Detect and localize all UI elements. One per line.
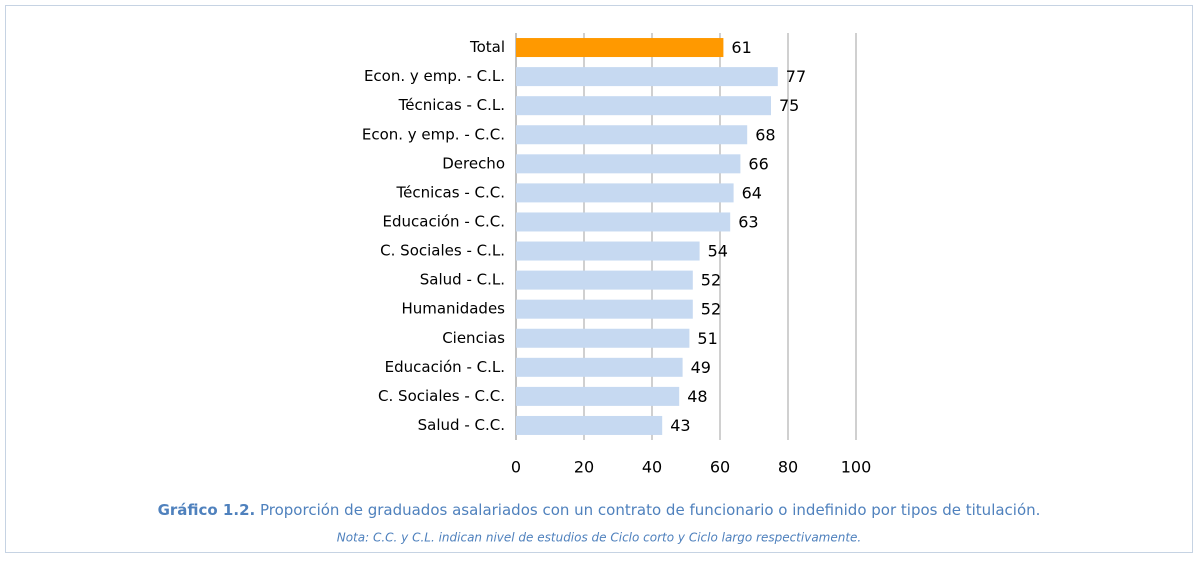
bar: [516, 357, 683, 377]
y-tick-label: Técnicas - C.L.: [398, 96, 505, 114]
value-label: 51: [697, 329, 717, 348]
x-tick-label: 0: [511, 458, 521, 477]
value-label: 52: [701, 271, 721, 290]
bar: [516, 299, 693, 319]
value-label: 68: [755, 125, 775, 144]
y-tick-label: C. Sociales - C.C.: [378, 387, 505, 405]
y-tick-label: Ciencias: [442, 329, 505, 347]
value-label: 54: [708, 242, 728, 261]
value-label: 48: [687, 387, 707, 406]
bar: [516, 386, 680, 406]
y-tick-label: Econ. y emp. - C.C.: [362, 125, 505, 143]
bar: [516, 154, 741, 174]
value-label: 63: [738, 212, 758, 231]
value-label: 75: [779, 96, 799, 115]
y-tick-label: C. Sociales - C.L.: [380, 242, 505, 260]
value-label: 43: [670, 416, 690, 435]
value-label: 49: [691, 358, 711, 377]
value-label: 66: [748, 154, 768, 173]
bar: [516, 241, 700, 261]
bar: [516, 38, 724, 58]
bar: [516, 270, 693, 290]
bar: [516, 212, 731, 232]
y-tick-label: Educación - C.L.: [385, 358, 505, 376]
bar: [516, 125, 748, 145]
caption-text: Proporción de graduados asalariados con …: [260, 501, 1040, 519]
note: Nota: C.C. y C.L. indican nivel de estud…: [337, 531, 862, 545]
bar: [516, 415, 663, 435]
caption-label: Gráfico 1.2.: [158, 501, 256, 519]
x-tick-label: 100: [841, 458, 872, 477]
x-tick-label: 60: [710, 458, 730, 477]
x-tick-label: 20: [574, 458, 594, 477]
y-tick-label: Humanidades: [401, 300, 505, 318]
value-label: 64: [742, 183, 762, 202]
x-tick-label: 80: [778, 458, 798, 477]
y-tick-label: Salud - C.L.: [420, 271, 505, 289]
y-tick-label: Total: [469, 38, 505, 56]
value-label: 77: [786, 67, 806, 86]
caption: Gráfico 1.2. Proporción de graduados asa…: [158, 501, 1041, 519]
bar: [516, 183, 734, 203]
bar: [516, 328, 690, 348]
value-label: 61: [731, 38, 751, 57]
y-tick-label: Educación - C.C.: [383, 212, 505, 230]
y-tick-label: Econ. y emp. - C.L.: [364, 67, 505, 85]
y-tick-label: Técnicas - C.C.: [396, 183, 505, 201]
bar: [516, 67, 778, 87]
y-tick-label: Derecho: [442, 154, 505, 172]
bar: [516, 96, 771, 116]
y-tick-label: Salud - C.C.: [418, 416, 505, 434]
value-label: 52: [701, 300, 721, 319]
x-tick-label: 40: [642, 458, 662, 477]
